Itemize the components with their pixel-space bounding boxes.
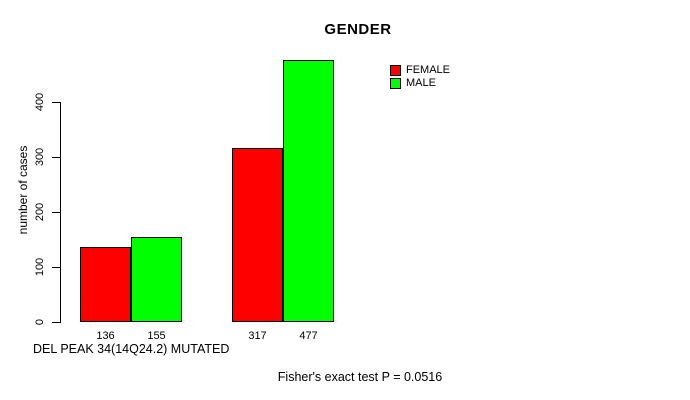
y-tick-label: 400 [34, 92, 46, 112]
fisher-test-annotation: Fisher's exact test P = 0.0516 [277, 370, 443, 384]
bar-male-group2 [283, 59, 334, 322]
y-tick [52, 322, 60, 323]
y-tick-label: 300 [34, 147, 46, 167]
legend-item-female: FEMALE [390, 64, 450, 76]
bar-value-label: 155 [147, 330, 166, 342]
y-axis-label: number of cases [16, 145, 30, 235]
y-tick-label: 200 [34, 202, 46, 222]
x-axis-label: DEL PEAK 34(14Q24.2) MUTATED [33, 342, 230, 356]
bar-value-label: 317 [248, 330, 267, 342]
y-tick-label: 0 [34, 318, 46, 326]
legend: FEMALE MALE [390, 64, 450, 90]
female-color-swatch [390, 64, 401, 76]
bar-male-group1 [131, 236, 182, 322]
legend-label-female: FEMALE [406, 64, 451, 76]
bar-female-group2 [232, 147, 283, 322]
chart-title: GENDER [324, 21, 392, 38]
y-tick [52, 102, 60, 103]
y-axis [60, 102, 61, 323]
legend-label-male: MALE [406, 77, 436, 89]
y-tick [52, 267, 60, 268]
y-tick-label: 100 [34, 257, 46, 277]
bar-female-group1 [80, 247, 131, 322]
y-tick [52, 212, 60, 213]
bar-value-label: 136 [96, 330, 115, 342]
y-tick [52, 157, 60, 158]
male-color-swatch [390, 77, 401, 89]
bar-value-label: 477 [299, 330, 318, 342]
legend-item-male: MALE [390, 77, 450, 89]
